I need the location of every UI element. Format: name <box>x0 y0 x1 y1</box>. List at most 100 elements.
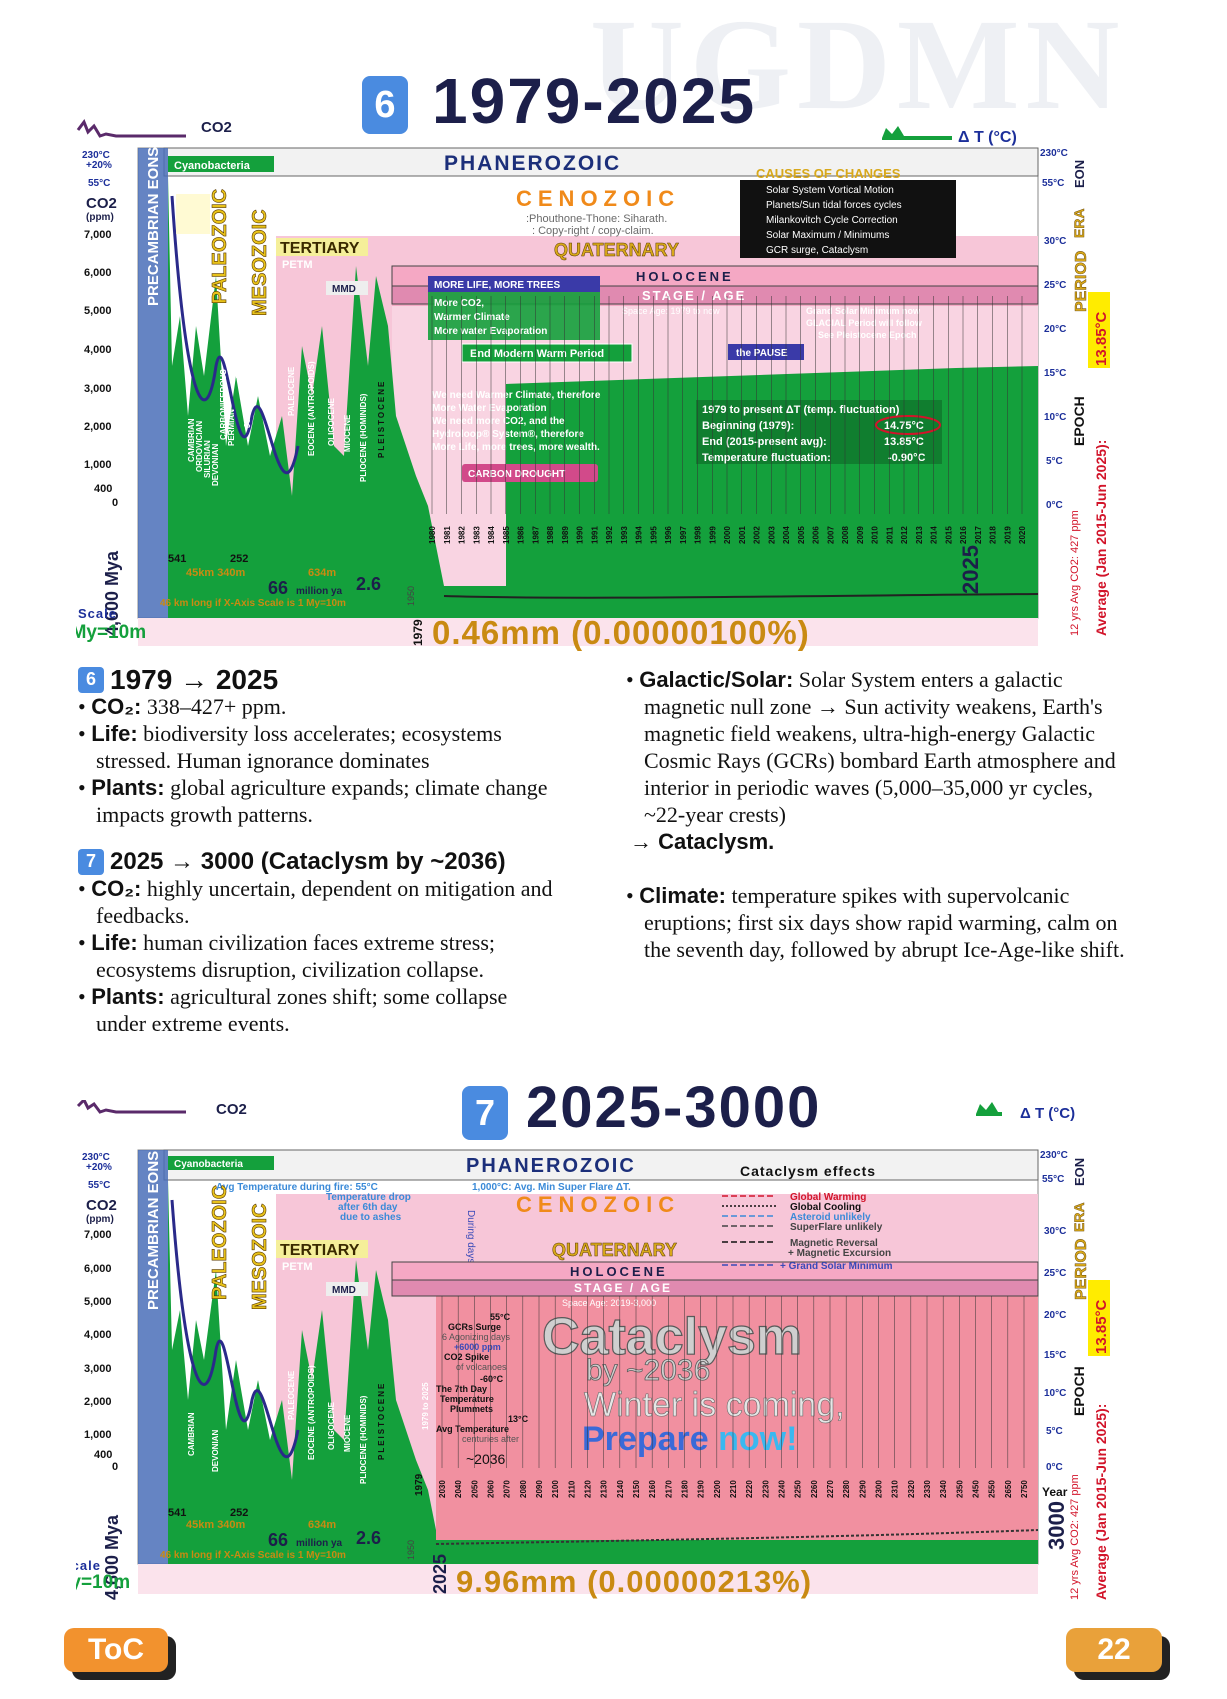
period2-pliocene: PLIOCENE (HOMINIDS) <box>359 1395 368 1484</box>
year-tick-label: 2012 <box>900 526 909 544</box>
year-tick-label: 2200 <box>713 1480 722 1498</box>
y-right-3: 25°C <box>1044 280 1066 291</box>
y2-left-top-1: +20% <box>86 1162 112 1173</box>
bullet-galactic: • Galactic/Solar: Solar System enters a … <box>626 667 1116 827</box>
year-tick-label: 1983 <box>472 526 481 544</box>
co2-label-2: CO2 <box>216 1101 247 1118</box>
bullet-7-co2: • CO₂: highly uncertain, dependent on mi… <box>78 876 553 928</box>
fluct-row-2-label: Temperature fluctuation: <box>702 452 831 464</box>
watermark: UGDMN <box>590 0 1126 137</box>
more-life-label: MORE LIFE, MORE TREES <box>434 280 560 291</box>
quaternary-label-2: QUATERNARY <box>552 1240 677 1260</box>
y2-left-1: 6,000 <box>84 1263 112 1275</box>
bullet-6-life: • Life: biodiversity loss accelerates; e… <box>78 721 502 773</box>
year-tick-label: 2014 <box>930 526 939 544</box>
subsection-7-heading: 7 2025 → 3000 (Cataclysm by ~2036) <box>78 848 558 875</box>
x2-mark-2-6: 2.6 <box>356 1528 381 1548</box>
holocene-label-2: HOLOCENE <box>570 1264 668 1279</box>
fluct-row-0-label: Beginning (1979): <box>702 420 794 432</box>
text-column-right: • Galactic/Solar: Solar System enters a … <box>626 666 1136 963</box>
year-tick-label: 2130 <box>600 1480 609 1498</box>
y-right-0: 230°C <box>1040 148 1068 159</box>
winter-line: Winter is coming, <box>584 1386 845 1424</box>
x2-mark-541: 541 <box>168 1507 186 1519</box>
effect-4: Magnetic Reversal <box>790 1238 878 1249</box>
credit-label: :Phouthone-Thone: Siharath. <box>526 213 667 225</box>
cause-3: Solar Maximum / Minimums <box>766 230 889 241</box>
we-need-1: More Water Evaporation <box>432 403 547 414</box>
y-left-6: 1,000 <box>84 459 112 471</box>
year-tick-label: 2013 <box>915 526 924 544</box>
mya-label: 4,600 Mya <box>102 550 122 636</box>
co2-axis-label: CO2 <box>86 195 117 212</box>
year-tick-label: 1992 <box>605 526 614 544</box>
scale-value-2: 1My=10m <box>76 1572 130 1593</box>
section-7-badge: 7 <box>462 1086 508 1140</box>
the-pause-label: the PAUSE <box>736 348 788 359</box>
grand-solar-1: GLACIAL Period will follow <box>806 318 923 328</box>
cataclysm-big: Cataclysm <box>542 1308 802 1366</box>
petm-label: PETM <box>282 259 313 271</box>
y2-left-6: 1,000 <box>84 1429 112 1441</box>
y-left-7: 400 <box>94 483 112 495</box>
year-tick-label: 2002 <box>753 526 762 544</box>
year-1950: 1950 <box>406 586 416 606</box>
year-tick-label: 2009 <box>856 526 865 544</box>
year-tick-label: 2006 <box>812 526 821 544</box>
period-oligocene: OLIGOCENE <box>327 397 336 446</box>
x-mark-541: 541 <box>168 553 186 565</box>
mya-label-2: 4,600 Mya <box>102 1514 122 1600</box>
mesozoic-label-2: MESOZOIC <box>249 1203 271 1310</box>
toc-button[interactable]: ToC <box>64 1628 168 1672</box>
dt-mini-icon-2 <box>976 1102 1002 1116</box>
year-tick-label: 2090 <box>535 1480 544 1498</box>
gcr-6: -60°C <box>480 1374 504 1384</box>
prepare-line: Prepare now! <box>582 1420 797 1458</box>
grand-solar-2: See Pleistocene Epoch <box>818 330 917 340</box>
y-left-top-2: 55°C <box>88 178 110 189</box>
period-cretaceous: CRETACEOUS <box>265 350 274 406</box>
year-ticks-2: 2030 2040 2050 2060 2070 2080 2090 2100 2110 2120… <box>438 1296 1029 1498</box>
quaternary-label: QUATERNARY <box>554 240 679 260</box>
co2-label: CO2 <box>201 119 232 136</box>
year-tick-label: 2007 <box>826 526 835 544</box>
period2-pleistocene: PLEISTOCENE <box>377 1382 386 1460</box>
year-tick-label: 1984 <box>487 526 496 544</box>
gcr-2: 6 Agonizing days <box>442 1332 511 1342</box>
more-line-2: More water Evaporation <box>434 326 547 337</box>
effect-2: Asteroid unlikely <box>790 1212 871 1223</box>
period-cambrian: CAMBRIAN <box>187 418 196 462</box>
tertiary-label-2: TERTIARY <box>280 1242 360 1259</box>
year-tick-label: 2450 <box>972 1480 981 1498</box>
scale-value: 1My=10m <box>76 622 146 643</box>
era-axis-label-2: ERA <box>1071 1202 1087 1232</box>
tertiary-label: TERTIARY <box>280 240 360 257</box>
y-left-top-0: 230°C <box>82 150 110 161</box>
year-tick-label: 2030 <box>438 1480 447 1498</box>
year-tick-label: 1996 <box>664 526 673 544</box>
y2-left-2: 5,000 <box>84 1296 112 1308</box>
year-tick-label: 2280 <box>842 1480 851 1498</box>
year-tick-label: 2310 <box>891 1480 900 1498</box>
we-need-0: We need Warmer Climate, therefore <box>432 390 601 401</box>
chart-2025-3000: CO2 Δ T (°C) PHANEROZOIC Cyanobacteria A… <box>76 1100 1136 1620</box>
cenozoic-label: CENOZOIC <box>516 186 680 211</box>
subsection-6-badge: 6 <box>78 666 104 693</box>
avg-caption-2: Average (Jan 2015-Jun 2025): <box>1093 1404 1109 1600</box>
period-eocene: EOCENE (ANTROPOIDS) <box>307 361 316 456</box>
y-right-1: 55°C <box>1042 178 1064 189</box>
y2-right-4: 20°C <box>1044 1310 1066 1321</box>
m634-label: 634m <box>308 567 336 579</box>
y-left-1: 6,000 <box>84 267 112 279</box>
effect-0: Global Warming <box>790 1192 866 1203</box>
year-tick-label: 1997 <box>679 526 688 544</box>
x2-mark-252: 252 <box>230 1507 248 1519</box>
y-left-4: 3,000 <box>84 383 112 395</box>
period-miocene: MIOCENE <box>343 414 352 452</box>
y-right-2: 30°C <box>1044 236 1066 247</box>
gcr-8: Temperature <box>440 1394 494 1404</box>
year-tick-label: 2250 <box>794 1480 803 1498</box>
cyanobacteria-label-2: Cyanobacteria <box>174 1159 243 1170</box>
y-right-8: 0°C <box>1046 500 1063 511</box>
period-ordovician: ORDOVICIAN <box>195 421 204 472</box>
